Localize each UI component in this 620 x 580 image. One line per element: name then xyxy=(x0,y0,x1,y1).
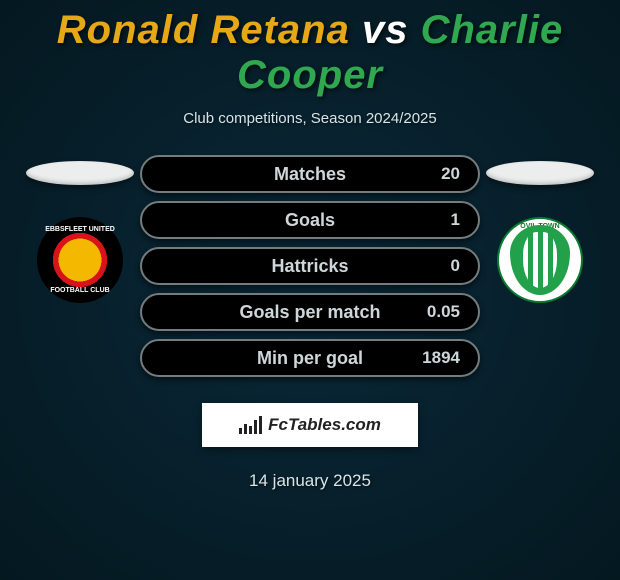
date-label: 14 january 2025 xyxy=(0,471,620,491)
stat-row: Matches 20 xyxy=(140,155,480,193)
right-side: OVIL TOWN xyxy=(480,155,600,303)
stat-label: Hattricks xyxy=(271,256,348,277)
stat-value-right: 1894 xyxy=(422,348,460,368)
player1-placeholder xyxy=(26,161,134,185)
page-title: Ronald Retana vs Charlie Cooper xyxy=(0,8,620,98)
logo-text: FcTables.com xyxy=(268,415,381,435)
badge-left-top-text: EBBSFLEET UNITED xyxy=(40,226,120,233)
stat-row: Min per goal 1894 xyxy=(140,339,480,377)
main-content: EBBSFLEET UNITED FOOTBALL CLUB Matches 20… xyxy=(0,155,620,377)
stat-bars: Matches 20 Goals 1 Hattricks 0 Goals per match… xyxy=(140,155,480,377)
logo-chart-icon xyxy=(239,416,262,434)
club-badge-left: EBBSFLEET UNITED FOOTBALL CLUB xyxy=(37,217,123,303)
stat-label: Min per goal xyxy=(257,348,363,369)
stat-value-right: 20 xyxy=(441,164,460,184)
stat-value-right: 1 xyxy=(451,210,460,230)
badge-left-bot-text: FOOTBALL CLUB xyxy=(40,287,120,294)
stat-label: Goals xyxy=(285,210,335,231)
source-logo: FcTables.com xyxy=(202,403,418,447)
badge-left-inner xyxy=(64,244,96,276)
subtitle: Club competitions, Season 2024/2025 xyxy=(0,110,620,127)
vs-text: vs xyxy=(362,8,409,52)
badge-right-stripes xyxy=(523,232,557,288)
stat-value-right: 0.05 xyxy=(427,302,460,322)
club-badge-right: OVIL TOWN xyxy=(497,217,583,303)
stat-row: Goals 1 xyxy=(140,201,480,239)
badge-right-inner xyxy=(510,225,570,295)
stat-row: Hattricks 0 xyxy=(140,247,480,285)
stat-value-right: 0 xyxy=(451,256,460,276)
player2-placeholder xyxy=(486,161,594,185)
stat-label: Matches xyxy=(274,164,346,185)
stat-row: Goals per match 0.05 xyxy=(140,293,480,331)
comparison-card: Ronald Retana vs Charlie Cooper Club com… xyxy=(0,0,620,580)
left-side: EBBSFLEET UNITED FOOTBALL CLUB xyxy=(20,155,140,303)
player1-name: Ronald Retana xyxy=(57,8,350,52)
stat-label: Goals per match xyxy=(239,302,380,323)
